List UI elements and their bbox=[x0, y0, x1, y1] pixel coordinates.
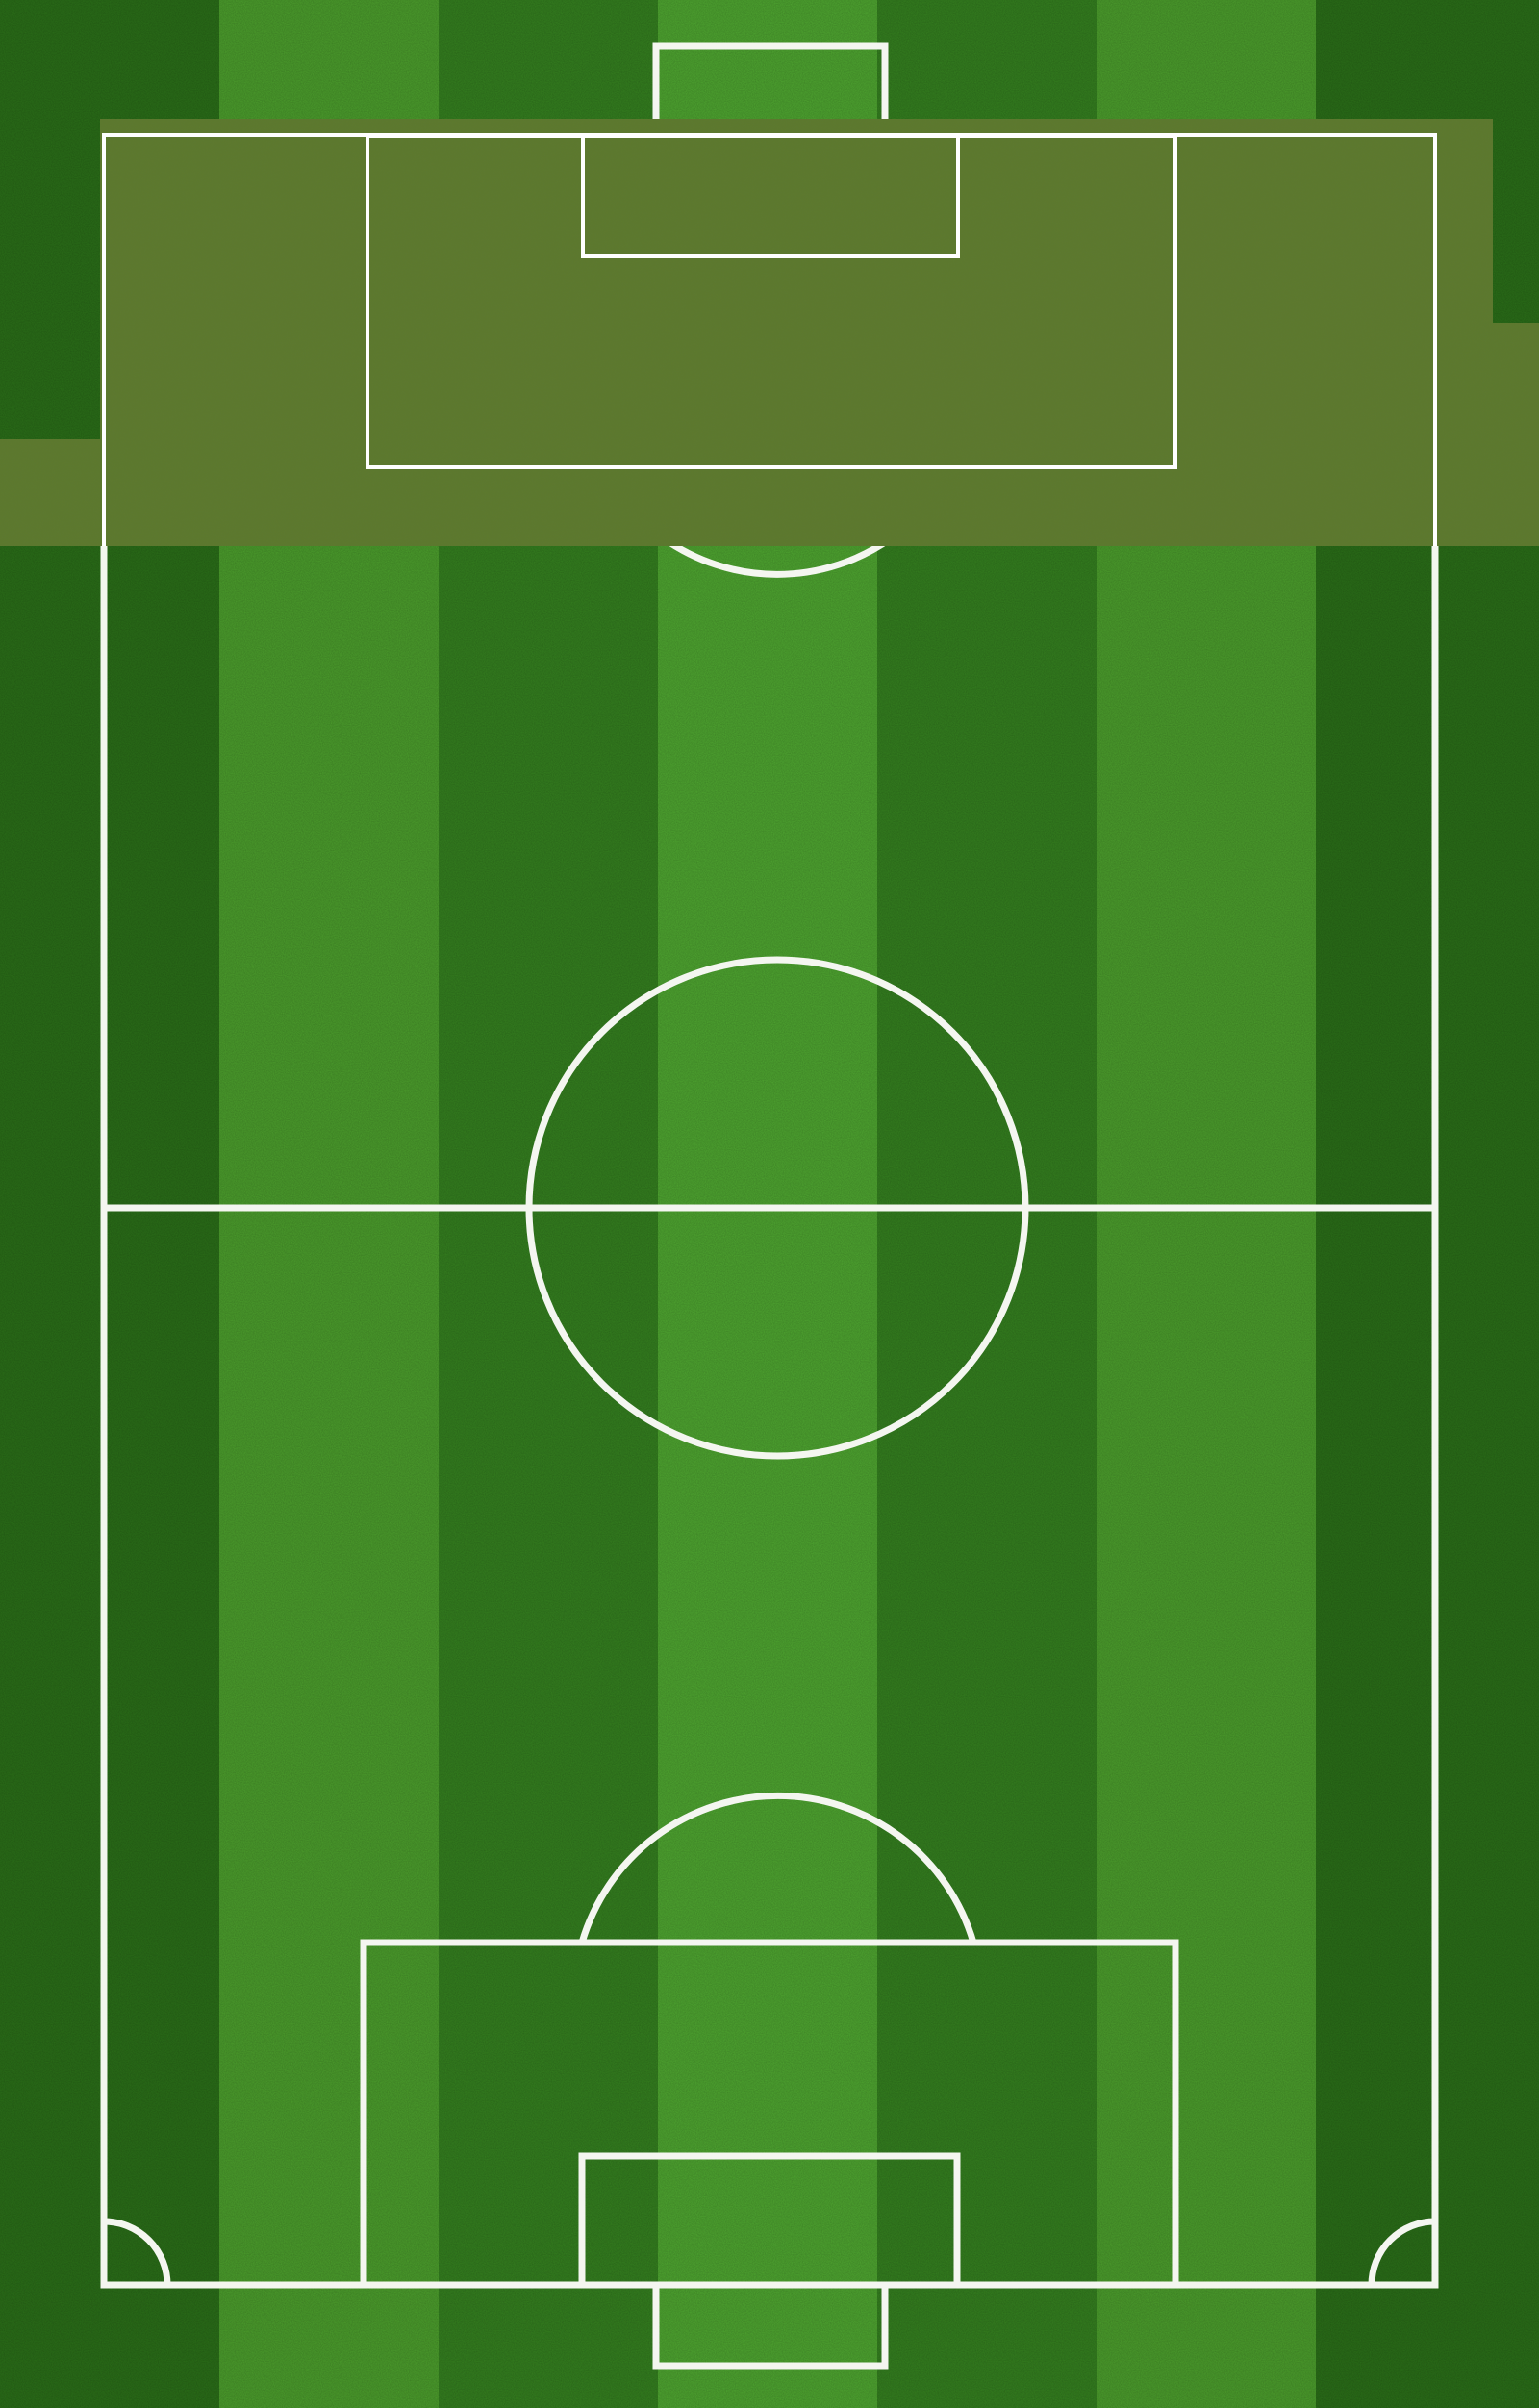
corner-arc-bottom-right bbox=[1368, 2218, 1436, 2286]
top-penalty-arc bbox=[661, 536, 894, 578]
bottom-penalty-arc bbox=[578, 1793, 977, 1944]
centre-circle bbox=[525, 956, 1029, 1460]
overlay-right-extension bbox=[1431, 323, 1539, 546]
top-goal-area bbox=[581, 135, 960, 258]
overlay-markings bbox=[102, 133, 1437, 546]
corner-arc-bottom-left bbox=[103, 2218, 171, 2286]
overlay-texture bbox=[0, 119, 1539, 546]
top-overlay-patch bbox=[0, 119, 1539, 546]
bottom-goal bbox=[652, 2281, 889, 2370]
overlay-left-extension bbox=[0, 439, 106, 546]
overlay-main bbox=[100, 119, 1493, 546]
